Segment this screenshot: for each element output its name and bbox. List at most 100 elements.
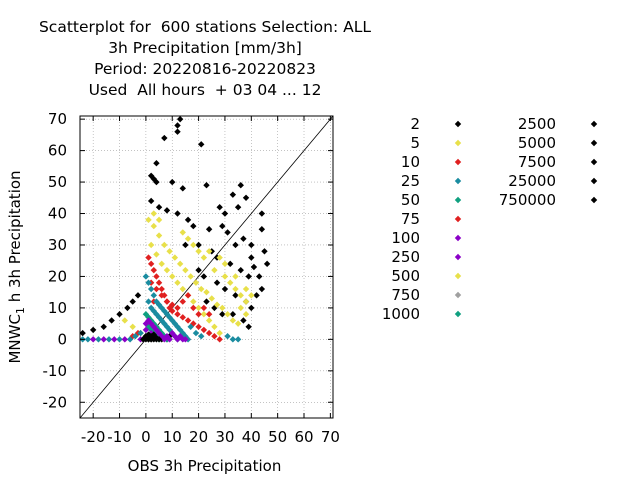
x-tick-label: 40	[242, 428, 261, 446]
data-point	[174, 210, 181, 217]
data-point	[224, 310, 231, 318]
data-point	[211, 266, 218, 274]
legend-marker	[454, 310, 462, 318]
data-point	[242, 298, 250, 305]
legend-label: 50	[401, 191, 420, 209]
data-point	[248, 254, 255, 261]
data-point	[184, 216, 192, 224]
data-point	[237, 304, 244, 312]
legend-marker	[590, 177, 598, 185]
legend-marker	[454, 291, 462, 299]
data-points	[79, 115, 271, 343]
data-point	[184, 317, 192, 324]
data-point	[147, 241, 155, 249]
data-point	[116, 336, 123, 343]
data-point	[208, 295, 215, 302]
data-point	[174, 122, 181, 129]
data-point	[229, 191, 237, 198]
data-point	[145, 279, 152, 286]
data-point	[203, 298, 210, 305]
data-point	[142, 273, 150, 280]
legend-label: 25000	[508, 172, 556, 190]
data-point	[182, 266, 189, 274]
legend-label: 10	[401, 153, 420, 171]
data-point	[242, 194, 250, 201]
y-tick-label: 60	[48, 142, 67, 160]
data-point	[169, 307, 176, 315]
data-point	[205, 329, 213, 337]
data-point	[134, 292, 142, 299]
legend-marker	[590, 158, 598, 166]
data-point	[161, 241, 168, 249]
data-point	[184, 292, 192, 299]
data-point	[219, 304, 226, 312]
data-point	[147, 197, 155, 205]
data-point	[258, 226, 266, 233]
legend-label: 5000	[518, 134, 556, 152]
y-tick-label: 20	[48, 267, 67, 285]
data-point	[155, 279, 163, 286]
data-point	[132, 333, 139, 340]
data-point	[163, 266, 171, 274]
data-point	[190, 222, 197, 230]
data-point	[195, 304, 202, 312]
data-point	[153, 178, 160, 186]
data-point	[213, 279, 221, 286]
data-point	[150, 292, 157, 299]
x-tick-label: -10	[107, 428, 132, 446]
data-point	[171, 320, 179, 327]
data-point	[147, 260, 155, 268]
data-point	[232, 273, 239, 280]
data-point	[234, 204, 242, 211]
data-point	[203, 288, 210, 296]
legend-marker	[454, 253, 462, 261]
data-point	[147, 172, 155, 179]
data-point	[105, 336, 113, 343]
y-axis-title-rest: h 3h Precipitation	[6, 170, 24, 307]
data-point	[179, 229, 186, 236]
data-point	[100, 323, 107, 330]
data-point	[229, 310, 237, 318]
data-point	[150, 222, 157, 230]
data-point	[237, 266, 244, 274]
x-axis-title: OBS 3h Precipitation	[128, 457, 282, 475]
y-axis-title: MNWC1 h 3h Precipitation	[6, 170, 27, 363]
data-point	[137, 329, 144, 337]
data-point	[84, 336, 92, 343]
data-point	[237, 292, 244, 299]
legend-marker	[454, 120, 462, 128]
data-point	[200, 326, 208, 334]
data-point	[213, 301, 221, 308]
data-point	[190, 241, 197, 249]
legend-marker	[590, 196, 598, 204]
data-point	[219, 222, 226, 230]
x-tick-label: 30	[215, 428, 234, 446]
data-point	[145, 254, 152, 261]
data-point	[161, 134, 168, 142]
data-point	[216, 329, 223, 337]
data-point	[187, 273, 194, 280]
data-point	[145, 298, 152, 305]
legend-label: 1000	[382, 305, 420, 323]
legend-label: 75	[401, 210, 420, 228]
legend-label: 2	[410, 115, 420, 133]
y-tick-label: 30	[48, 236, 67, 254]
data-point	[190, 304, 197, 312]
legend-marker	[454, 215, 462, 223]
data-point	[195, 241, 202, 249]
data-point	[169, 301, 176, 308]
legend-marker	[454, 234, 462, 242]
chart-title-line-4: Used All hours + 03 04 ... 12	[88, 81, 322, 99]
chart-title-line-1: Scatterplot for 600 stations Selection: …	[38, 18, 372, 36]
data-point	[158, 260, 165, 268]
x-tick-label: 60	[294, 428, 313, 446]
data-point	[195, 266, 202, 274]
legend-label: 7500	[518, 153, 556, 171]
data-point	[187, 323, 194, 330]
data-point	[153, 251, 160, 258]
data-point	[221, 285, 229, 293]
x-tick-label: 10	[163, 428, 182, 446]
data-point	[89, 336, 97, 343]
y-tick-label: 70	[48, 110, 67, 128]
